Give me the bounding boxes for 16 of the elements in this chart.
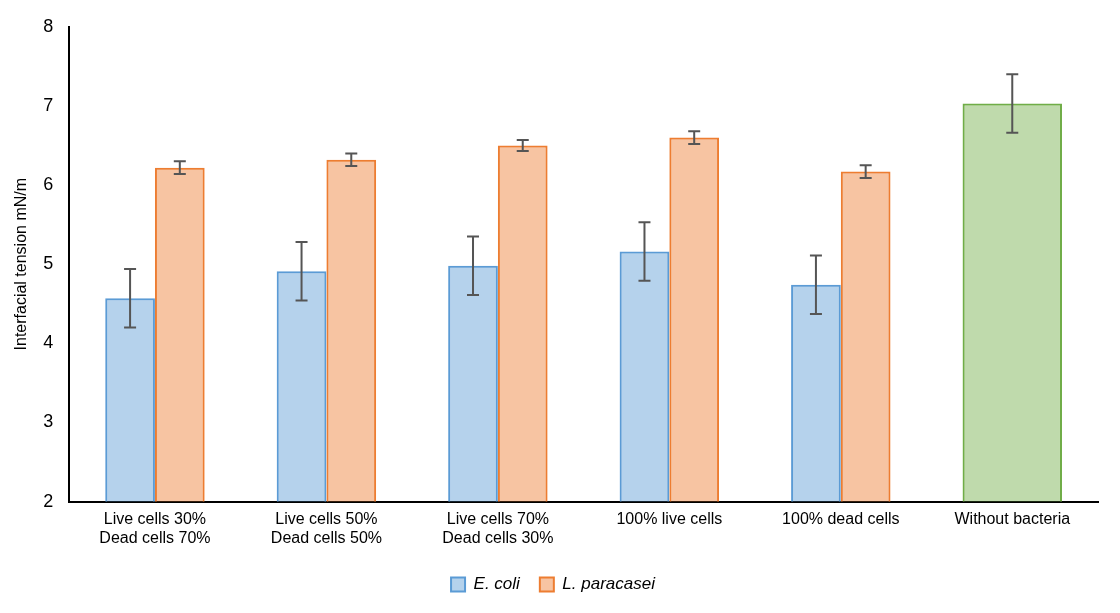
x-tick-label: 100% live cells (616, 509, 723, 527)
legend-label: L. paracasei (562, 574, 657, 594)
x-tick-label: 100% dead cells (782, 509, 900, 527)
y-tick-label: 6 (43, 174, 54, 195)
legend-label: E. coli (473, 574, 522, 594)
y-tick-label: 4 (43, 332, 54, 353)
x-tick-label: Live cells 70% Dead cells 30% (442, 509, 554, 546)
y-tick-label: 3 (43, 411, 54, 432)
x-tick-label: Live cells 30% Dead cells 70% (99, 509, 211, 546)
x-tick-label: Live cells 50% Dead cells 50% (270, 509, 382, 546)
y-axis-title: Interfacial tension mN/m (12, 177, 30, 351)
y-tick-label: 5 (43, 253, 54, 274)
y-tick-label: 8 (43, 15, 54, 36)
x-tick-label: Without bacteria (954, 509, 1071, 527)
y-tick-label: 2 (43, 490, 54, 511)
y-tick-label: 7 (43, 94, 54, 115)
